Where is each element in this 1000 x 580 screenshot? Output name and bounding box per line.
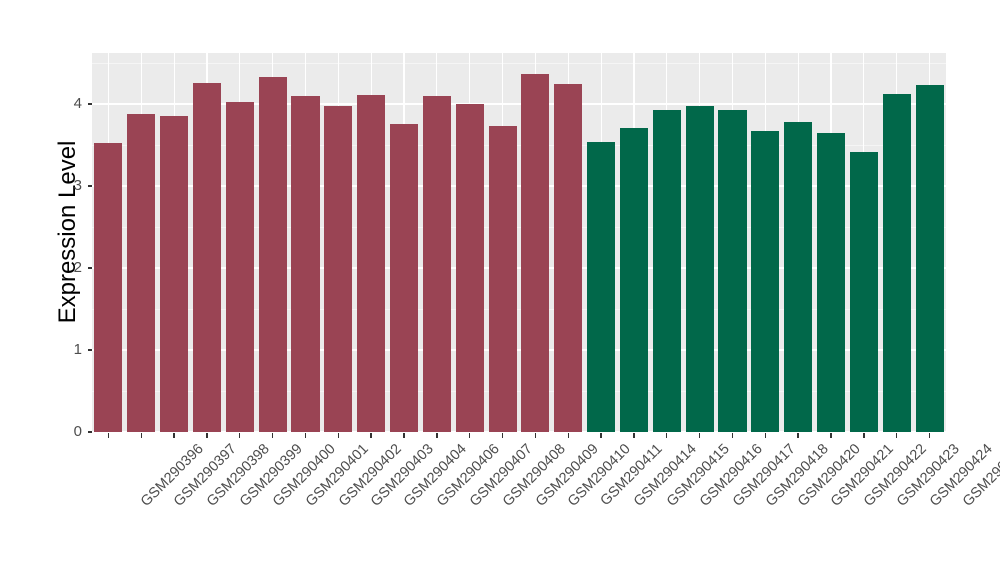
gridline-horizontal-major [92,185,946,187]
bar [784,121,813,432]
y-tick-label: 3 [73,176,82,194]
bar [619,128,648,432]
bar [882,94,911,432]
bar [389,124,419,432]
bar [816,133,846,432]
x-tick-mark [698,433,701,438]
x-tick-mark [567,433,569,438]
bar [258,76,287,432]
x-tick-mark [271,433,274,438]
x-tick-mark [501,433,504,438]
bar [160,116,189,432]
bar [521,74,550,432]
y-tick-mark [88,349,92,351]
bar [422,96,451,432]
gridline-horizontal-major [92,103,946,105]
x-tick-mark [797,433,799,438]
bar [455,103,484,432]
x-tick-mark [731,433,734,438]
x-tick-mark [469,433,471,438]
x-tick-mark [239,433,241,438]
gridline-horizontal-major [92,431,946,432]
x-tick-mark [107,433,110,438]
y-axis: 0 1 2 3 4 [40,0,92,580]
y-tick-mark [88,185,92,187]
bar [849,152,878,432]
x-tick-mark [337,433,340,438]
bar [192,83,221,432]
x-tick-mark [863,433,865,438]
bar [488,126,517,432]
bar [324,105,353,432]
gridline-horizontal-minor [92,308,946,310]
gridline-horizontal-minor [92,390,946,392]
x-tick-mark [666,433,668,438]
x-tick-mark [436,433,438,438]
bar [357,94,386,432]
bar [127,113,156,432]
x-tick-mark [896,433,898,438]
bar [915,85,944,432]
bar [291,95,320,432]
gridline-horizontal-major [92,349,946,351]
x-tick-mark [830,433,832,438]
x-tick-mark [764,433,767,438]
gridline-horizontal-minor [92,144,946,146]
bar [587,141,616,432]
y-tick-label: 0 [73,423,82,440]
y-tick-label: 1 [73,340,82,358]
x-tick-mark [173,433,175,438]
x-tick-mark [633,433,635,438]
gridline-horizontal-major [92,267,946,269]
x-tick-mark [370,433,372,438]
y-tick-mark [88,431,92,433]
x-tick-mark [928,433,931,438]
bar [554,84,583,432]
gridline-horizontal-minor [92,62,946,64]
bar [94,143,123,432]
x-tick-mark [304,433,307,438]
bar [225,102,254,432]
x-tick-mark [140,433,142,438]
bar [718,110,747,432]
gridline-horizontal-minor [92,226,946,228]
plot-panel [92,53,946,432]
bar [652,110,681,432]
x-tick-mark [600,433,602,438]
y-tick-mark [88,267,92,269]
x-tick-mark [403,433,405,438]
y-tick-mark [88,103,92,105]
bar [685,105,714,432]
bar [751,130,780,432]
x-tick-mark [206,433,208,438]
y-tick-label: 2 [73,258,82,276]
y-tick-label: 4 [73,94,82,112]
x-tick-mark [534,433,537,438]
